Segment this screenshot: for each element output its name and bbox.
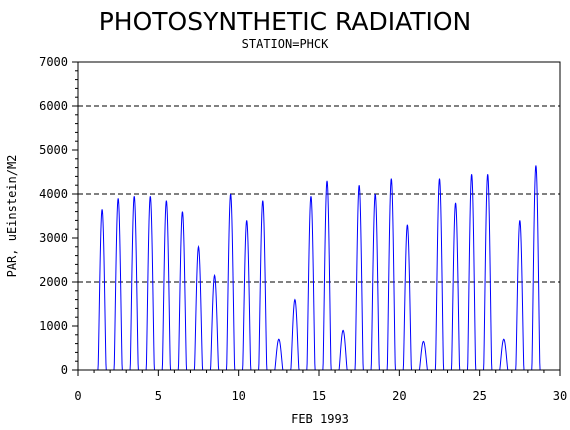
chart-title: PHOTOSYNTHETIC RADIATION <box>99 7 472 36</box>
x-tick-label: 30 <box>553 389 567 403</box>
y-tick-label: 2000 <box>39 275 68 289</box>
x-tick-label: 10 <box>231 389 245 403</box>
x-axis-label: FEB 1993 <box>291 412 349 426</box>
y-tick-label: 4000 <box>39 187 68 201</box>
chart-subtitle: STATION=PHCK <box>242 37 329 51</box>
y-tick-label: 7000 <box>39 55 68 69</box>
reference-lines <box>78 105 560 283</box>
plot-frame <box>77 61 561 371</box>
x-tick-label: 20 <box>392 389 406 403</box>
y-tick-label: 3000 <box>39 231 68 245</box>
x-axis: 0 5 10 15 20 25 30 <box>74 370 567 403</box>
y-tick-label: 0 <box>61 363 68 377</box>
par-series <box>94 165 544 371</box>
x-tick-label: 25 <box>472 389 486 403</box>
x-tick-label: 0 <box>74 389 81 403</box>
y-tick-label: 5000 <box>39 143 68 157</box>
x-tick-label: 5 <box>155 389 162 403</box>
y-tick-label: 1000 <box>39 319 68 333</box>
y-axis-label: PAR, uEinstein/M2 <box>5 155 19 278</box>
y-axis: 0 1000 2000 3000 4000 5000 6000 7000 <box>39 55 78 377</box>
y-tick-label: 6000 <box>39 99 68 113</box>
par-line <box>94 165 544 371</box>
x-tick-label: 15 <box>312 389 326 403</box>
